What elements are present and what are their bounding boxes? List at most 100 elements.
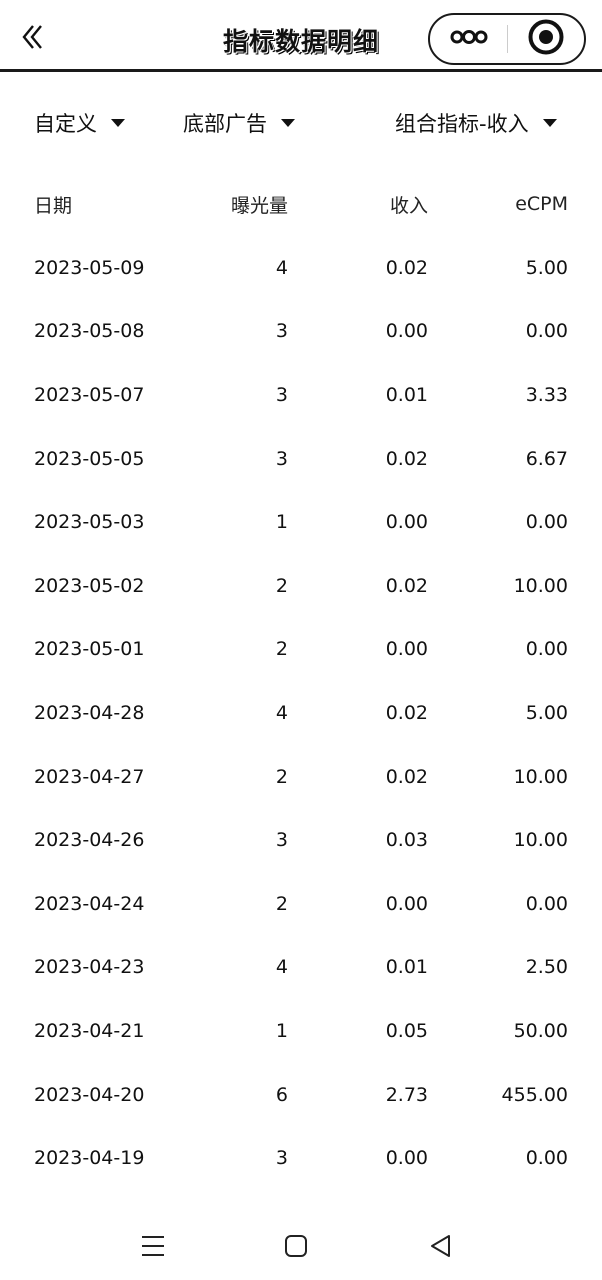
table-row[interactable]: 2023-04-19 3 0.00 0.00 — [0, 1126, 602, 1190]
table-row[interactable]: 2023-05-05 3 0.02 6.67 — [0, 427, 602, 491]
cell-date: 2023-05-01 — [34, 638, 145, 661]
cell-date: 2023-04-19 — [34, 1147, 145, 1170]
more-dots-icon — [449, 29, 489, 49]
more-button[interactable] — [430, 15, 507, 63]
cell-income: 0.02 — [385, 765, 428, 788]
ad-position-dropdown[interactable]: 底部广告 — [183, 100, 295, 146]
cell-exposure: 2 — [275, 574, 288, 597]
cell-ecpm: 50.00 — [513, 1019, 568, 1042]
cell-income: 0.01 — [385, 383, 428, 406]
nav-menu-button[interactable] — [133, 1228, 173, 1268]
dropdown-label: 自定义 — [34, 112, 97, 136]
cell-exposure: 3 — [275, 829, 288, 852]
cell-exposure: 3 — [275, 1147, 288, 1170]
cell-exposure: 1 — [275, 1019, 288, 1042]
filter-bar: 自定义 底部广告 组合指标-收入 — [0, 100, 602, 146]
table-row[interactable]: 2023-04-24 2 0.00 0.00 — [0, 872, 602, 936]
cell-exposure: 3 — [275, 383, 288, 406]
cell-ecpm: 455.00 — [501, 1083, 568, 1106]
table-row[interactable]: 2023-04-23 4 0.01 2.50 — [0, 936, 602, 1000]
nav-home-button[interactable] — [276, 1228, 316, 1268]
mini-program-capsule — [428, 13, 586, 65]
table-row[interactable]: 2023-05-01 2 0.00 0.00 — [0, 618, 602, 682]
cell-income: 0.03 — [385, 829, 428, 852]
cell-date: 2023-04-21 — [34, 1019, 145, 1042]
cell-income: 0.01 — [385, 956, 428, 979]
close-button[interactable] — [508, 15, 584, 63]
cell-exposure: 6 — [275, 1083, 288, 1106]
cell-exposure: 4 — [275, 256, 288, 279]
table-header: 日期 曝光量 收入 eCPM — [0, 172, 602, 236]
cell-exposure: 3 — [275, 447, 288, 470]
cell-date: 2023-04-23 — [34, 956, 145, 979]
header-date: 日期 — [34, 194, 73, 217]
back-triangle-icon — [429, 1234, 453, 1262]
table-row[interactable]: 2023-04-21 1 0.05 50.00 — [0, 999, 602, 1063]
header-income: 收入 — [389, 194, 428, 217]
cell-date: 2023-05-08 — [34, 320, 145, 343]
table-row[interactable]: 2023-04-28 4 0.02 5.00 — [0, 681, 602, 745]
table-row[interactable]: 2023-05-03 1 0.00 0.00 — [0, 490, 602, 554]
cell-exposure: 1 — [275, 511, 288, 534]
header-exposure: 曝光量 — [230, 194, 288, 217]
cell-ecpm: 0.00 — [525, 892, 568, 915]
cell-income: 0.02 — [385, 701, 428, 724]
cell-income: 0.02 — [385, 574, 428, 597]
back-button[interactable] — [14, 20, 50, 58]
cell-date: 2023-05-09 — [34, 256, 145, 279]
date-range-dropdown[interactable]: 自定义 — [34, 100, 125, 146]
menu-icon — [141, 1235, 165, 1261]
system-nav-bar — [0, 1210, 602, 1280]
cell-ecpm: 10.00 — [513, 574, 568, 597]
cell-income: 0.05 — [385, 1019, 428, 1042]
cell-ecpm: 6.67 — [525, 447, 568, 470]
page-title: 指标数据明细 — [222, 27, 379, 56]
caret-down-icon — [281, 119, 295, 127]
cell-date: 2023-05-02 — [34, 574, 145, 597]
table-row[interactable]: 2023-04-27 2 0.02 10.00 — [0, 745, 602, 809]
cell-income: 0.00 — [385, 892, 428, 915]
cell-ecpm: 0.00 — [525, 1147, 568, 1170]
table-row[interactable]: 2023-05-09 4 0.02 5.00 — [0, 236, 602, 300]
cell-date: 2023-04-20 — [34, 1083, 145, 1106]
cell-date: 2023-04-24 — [34, 892, 145, 915]
home-square-icon — [284, 1234, 308, 1262]
cell-exposure: 2 — [275, 765, 288, 788]
cell-date: 2023-04-26 — [34, 829, 145, 852]
cell-exposure: 4 — [275, 701, 288, 724]
metric-dropdown[interactable]: 组合指标-收入 — [395, 100, 557, 146]
cell-income: 0.00 — [385, 638, 428, 661]
cell-income: 0.02 — [385, 256, 428, 279]
table-body: 2023-05-09 4 0.02 5.00 2023-05-08 3 0.00 0.00 20… — [0, 236, 602, 1190]
cell-exposure: 2 — [275, 638, 288, 661]
cell-ecpm: 0.00 — [525, 638, 568, 661]
table-row[interactable]: 2023-04-26 3 0.03 10.00 — [0, 808, 602, 872]
cell-income: 0.00 — [385, 511, 428, 534]
cell-date: 2023-05-03 — [34, 511, 145, 534]
table-row[interactable]: 2023-05-02 2 0.02 10.00 — [0, 554, 602, 618]
cell-date: 2023-05-05 — [34, 447, 145, 470]
table-row[interactable]: 2023-05-08 3 0.00 0.00 — [0, 300, 602, 364]
cell-ecpm: 10.00 — [513, 765, 568, 788]
cell-ecpm: 2.50 — [525, 956, 568, 979]
cell-ecpm: 5.00 — [525, 256, 568, 279]
dropdown-label: 组合指标-收入 — [395, 112, 529, 136]
cell-exposure: 2 — [275, 892, 288, 915]
cell-income: 0.02 — [385, 447, 428, 470]
cell-ecpm: 0.00 — [525, 320, 568, 343]
table-row[interactable]: 2023-04-20 6 2.73 455.00 — [0, 1063, 602, 1127]
cell-ecpm: 0.00 — [525, 511, 568, 534]
nav-back-button[interactable] — [421, 1228, 461, 1268]
cell-ecpm: 10.00 — [513, 829, 568, 852]
cell-exposure: 4 — [275, 956, 288, 979]
cell-ecpm: 3.33 — [525, 383, 568, 406]
cell-income: 0.00 — [385, 1147, 428, 1170]
dropdown-label: 底部广告 — [183, 112, 267, 136]
cell-date: 2023-05-07 — [34, 383, 145, 406]
capsule-divider — [507, 25, 508, 53]
cell-income: 2.73 — [385, 1083, 428, 1106]
header: 指标数据明细 — [0, 0, 602, 72]
cell-ecpm: 5.00 — [525, 701, 568, 724]
table-row[interactable]: 2023-05-07 3 0.01 3.33 — [0, 363, 602, 427]
